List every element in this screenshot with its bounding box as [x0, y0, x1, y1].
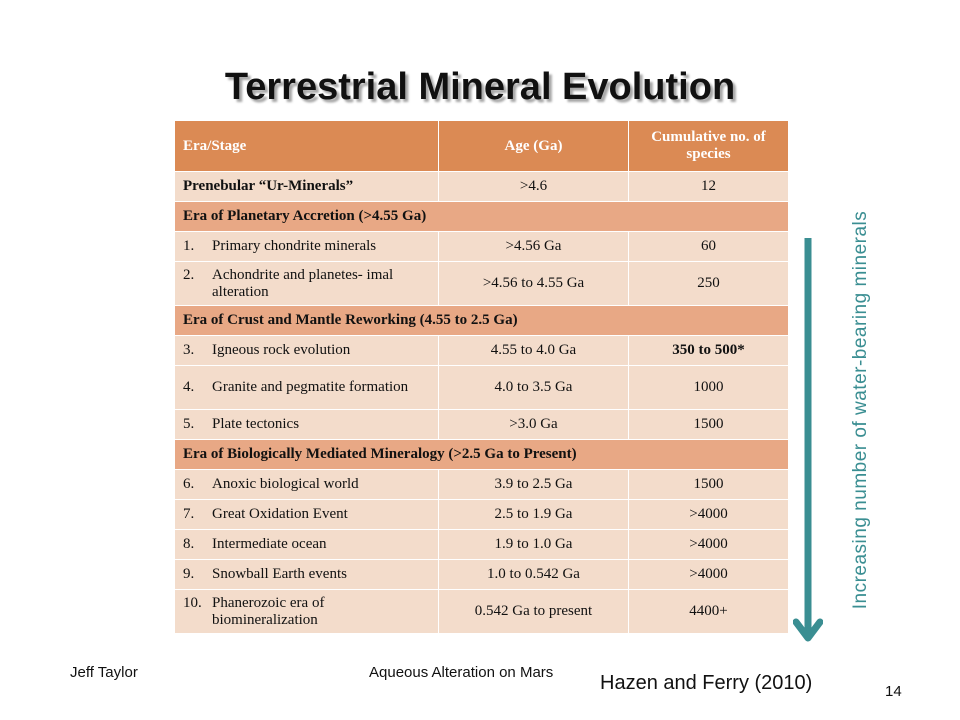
table-row: 4. Granite and pegmatite formation 4.0 to… [174, 365, 789, 410]
stage-number: 4. [183, 379, 195, 395]
era-name: Era of Planetary Accretion (>4.55 Ga) [174, 201, 789, 232]
species-cell: >4000 [628, 559, 789, 590]
mineral-evolution-table: Era/Stage Age (Ga) Cumulative no. of spe… [174, 120, 789, 634]
stage-cell: Plate tectonics [212, 416, 300, 432]
down-arrow-icon [793, 238, 823, 642]
table-row: 8. Intermediate ocean 1.9 to 1.0 Ga >4000 [174, 529, 789, 560]
table-header-row: Era/Stage Age (Ga) Cumulative no. of spe… [174, 120, 789, 172]
table-row: 7. Great Oxidation Event 2.5 to 1.9 Ga >4… [174, 499, 789, 530]
stage-number: 10. [183, 594, 202, 611]
species-cell: >4000 [628, 529, 789, 560]
age-cell: >3.0 Ga [438, 409, 629, 440]
header-era-stage: Era/Stage [174, 120, 439, 172]
stage-cell: Anoxic biological world [212, 476, 359, 492]
stage-number: 9. [183, 566, 195, 582]
stage-cell: Granite and pegmatite formation [212, 379, 409, 395]
table-row: 3. Igneous rock evolution 4.55 to 4.0 Ga … [174, 335, 789, 366]
stage-number: 2. [183, 266, 195, 283]
footer-author: Jeff Taylor [70, 664, 138, 681]
stage-cell: Prenebular “Ur-Minerals” [174, 171, 439, 202]
table-row: 2. Achondrite and planetes- imal alterati… [174, 261, 789, 306]
header-age: Age (Ga) [438, 120, 629, 172]
stage-number: 1. [183, 238, 195, 254]
slide-title: Terrestrial Mineral Evolution [224, 66, 736, 108]
age-cell: 4.55 to 4.0 Ga [438, 335, 629, 366]
footer-course: Aqueous Alteration on Mars [369, 664, 554, 681]
table-row: 10. Phanerozoic era of biomineralization … [174, 589, 789, 634]
table-row: Prenebular “Ur-Minerals” >4.6 12 [174, 171, 789, 202]
age-cell: 2.5 to 1.9 Ga [438, 499, 629, 530]
stage-number: 5. [183, 416, 195, 432]
stage-cell: Igneous rock evolution [212, 342, 351, 358]
age-cell: >4.6 [438, 171, 629, 202]
stage-number: 6. [183, 476, 195, 492]
stage-cell: Achondrite and planetes- imal alteration [212, 266, 394, 300]
era-row: Era of Biologically Mediated Mineralogy … [174, 439, 789, 470]
species-cell: 4400+ [628, 589, 789, 634]
table-row: 6. Anoxic biological world 3.9 to 2.5 Ga … [174, 469, 789, 500]
page-number: 14 [885, 683, 902, 700]
species-cell: 350 to 500* [628, 335, 789, 366]
stage-cell: Great Oxidation Event [212, 506, 348, 522]
species-cell: 1000 [628, 365, 789, 410]
species-cell: 12 [628, 171, 789, 202]
species-cell: 250 [628, 261, 789, 306]
side-label: Increasing number of water-bearing miner… [850, 210, 871, 610]
table-row: 9. Snowball Earth events 1.0 to 0.542 Ga … [174, 559, 789, 590]
species-cell: >4000 [628, 499, 789, 530]
stage-cell: Snowball Earth events [212, 566, 347, 582]
citation: Hazen and Ferry (2010) [600, 672, 813, 694]
age-cell: 1.0 to 0.542 Ga [438, 559, 629, 590]
stage-number: 7. [183, 506, 195, 522]
age-cell: 1.9 to 1.0 Ga [438, 529, 629, 560]
species-cell: 1500 [628, 409, 789, 440]
stage-number: 3. [183, 342, 195, 358]
era-name: Era of Crust and Mantle Reworking (4.55 … [174, 305, 789, 336]
stage-cell: Intermediate ocean [212, 536, 327, 552]
age-cell: >4.56 to 4.55 Ga [438, 261, 629, 306]
table-row: 5. Plate tectonics >3.0 Ga 1500 [174, 409, 789, 440]
era-name: Era of Biologically Mediated Mineralogy … [174, 439, 789, 470]
era-row: Era of Planetary Accretion (>4.55 Ga) [174, 201, 789, 232]
species-cell: 60 [628, 231, 789, 262]
age-cell: 4.0 to 3.5 Ga [438, 365, 629, 410]
table-row: 1. Primary chondrite minerals >4.56 Ga 60 [174, 231, 789, 262]
age-cell: >4.56 Ga [438, 231, 629, 262]
stage-cell: Phanerozoic era of biomineralization [212, 594, 325, 628]
header-cumulative-species: Cumulative no. of species [628, 120, 789, 172]
species-cell: 1500 [628, 469, 789, 500]
stage-number: 8. [183, 536, 195, 552]
era-row: Era of Crust and Mantle Reworking (4.55 … [174, 305, 789, 336]
age-cell: 3.9 to 2.5 Ga [438, 469, 629, 500]
stage-cell: Primary chondrite minerals [212, 238, 377, 254]
age-cell: 0.542 Ga to present [438, 589, 629, 634]
